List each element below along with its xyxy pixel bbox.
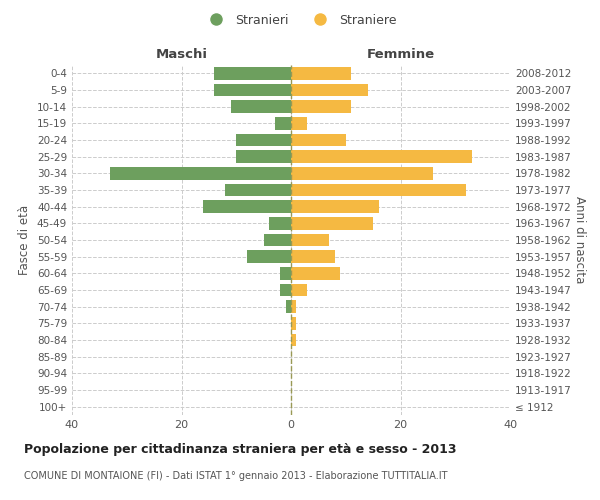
Legend: Stranieri, Straniere: Stranieri, Straniere	[199, 8, 401, 32]
Bar	[291, 84, 368, 96]
Bar	[214, 67, 291, 80]
Bar	[231, 100, 291, 113]
Text: Femmine: Femmine	[367, 48, 434, 62]
Bar	[280, 284, 291, 296]
Bar	[291, 184, 466, 196]
Bar	[269, 217, 291, 230]
Bar	[203, 200, 291, 213]
Bar	[247, 250, 291, 263]
Bar	[291, 200, 379, 213]
Text: Maschi: Maschi	[155, 48, 208, 62]
Text: COMUNE DI MONTAIONE (FI) - Dati ISTAT 1° gennaio 2013 - Elaborazione TUTTITALIA.: COMUNE DI MONTAIONE (FI) - Dati ISTAT 1°…	[24, 471, 448, 481]
Bar	[236, 134, 291, 146]
Bar	[291, 334, 296, 346]
Bar	[226, 184, 291, 196]
Bar	[291, 267, 340, 280]
Bar	[291, 234, 329, 246]
Bar	[280, 267, 291, 280]
Bar	[291, 217, 373, 230]
Text: Popolazione per cittadinanza straniera per età e sesso - 2013: Popolazione per cittadinanza straniera p…	[24, 442, 457, 456]
Bar	[291, 167, 433, 179]
Bar	[275, 117, 291, 130]
Bar	[286, 300, 291, 313]
Bar	[291, 317, 296, 330]
Bar	[291, 100, 351, 113]
Bar	[214, 84, 291, 96]
Y-axis label: Fasce di età: Fasce di età	[19, 205, 31, 275]
Bar	[291, 284, 307, 296]
Bar	[291, 117, 307, 130]
Bar	[291, 250, 335, 263]
Bar	[236, 150, 291, 163]
Bar	[291, 134, 346, 146]
Bar	[110, 167, 291, 179]
Bar	[291, 150, 472, 163]
Bar	[291, 300, 296, 313]
Y-axis label: Anni di nascita: Anni di nascita	[572, 196, 586, 284]
Bar	[263, 234, 291, 246]
Bar	[291, 67, 351, 80]
